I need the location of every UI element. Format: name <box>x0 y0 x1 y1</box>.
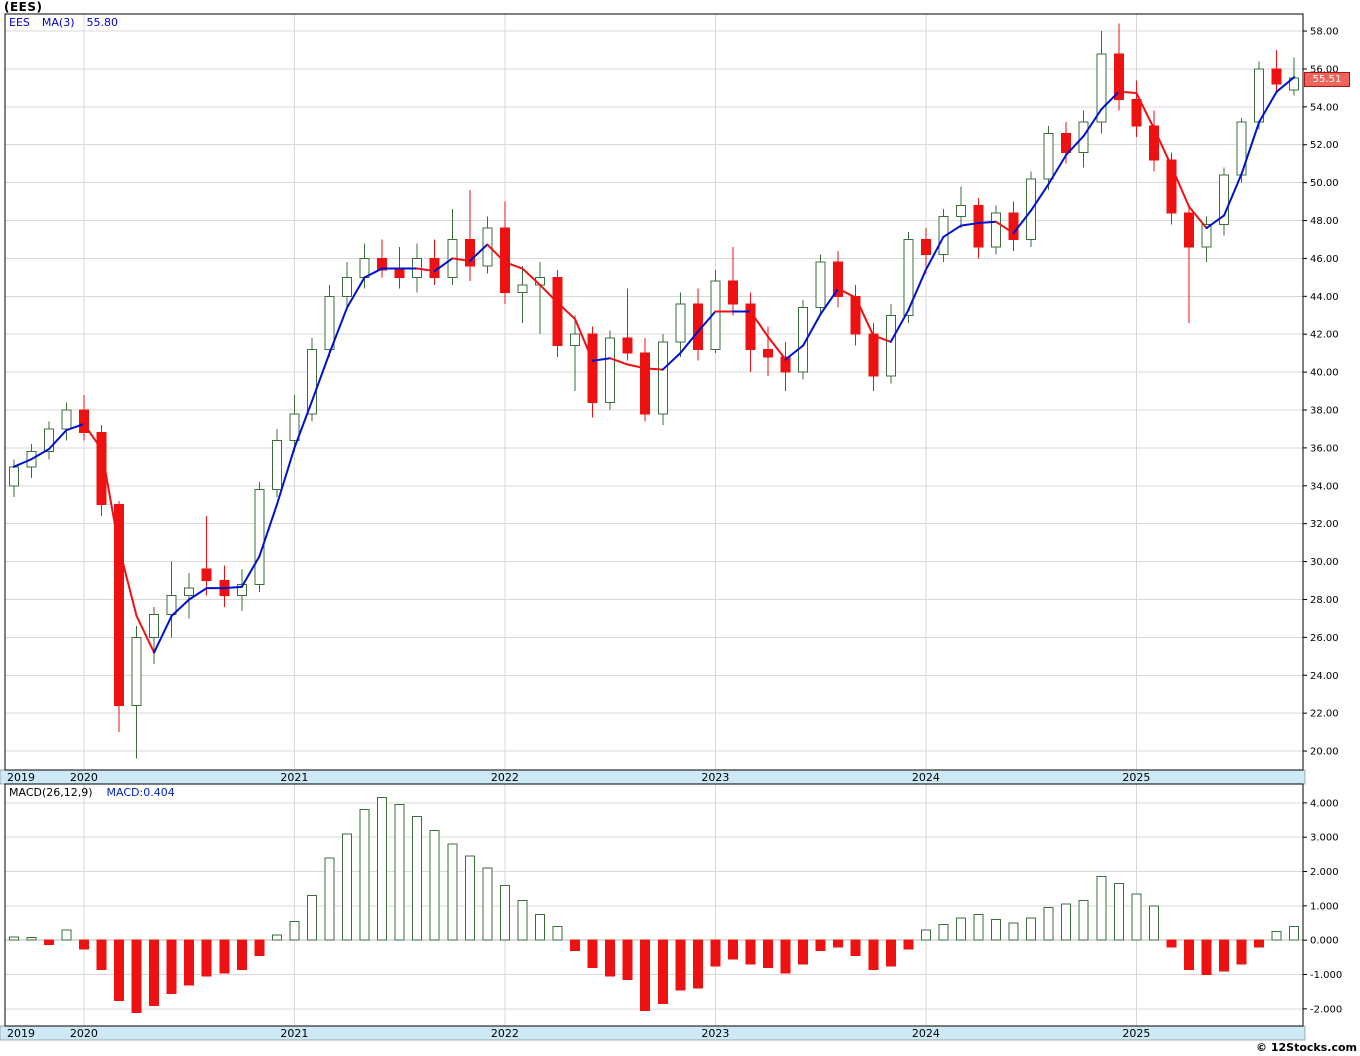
svg-text:42.00: 42.00 <box>1310 330 1339 341</box>
svg-text:26.00: 26.00 <box>1310 633 1339 644</box>
svg-text:2021: 2021 <box>280 771 308 784</box>
svg-text:2020: 2020 <box>70 771 98 784</box>
svg-text:2021: 2021 <box>280 1027 308 1040</box>
svg-text:-1.000: -1.000 <box>1310 970 1342 981</box>
svg-text:1.000: 1.000 <box>1310 901 1339 912</box>
svg-text:48.00: 48.00 <box>1310 216 1339 227</box>
svg-text:38.00: 38.00 <box>1310 406 1339 417</box>
svg-text:2020: 2020 <box>70 1027 98 1040</box>
legend-ma-value: 55.80 <box>86 16 119 29</box>
macd-value-label: MACD:0.404 <box>106 786 175 799</box>
svg-text:2022: 2022 <box>491 771 519 784</box>
svg-text:2024: 2024 <box>912 771 940 784</box>
svg-text:24.00: 24.00 <box>1310 671 1339 682</box>
svg-text:2019: 2019 <box>7 1027 35 1040</box>
svg-text:46.00: 46.00 <box>1310 254 1339 265</box>
last-price-tag: 55.51 <box>1304 72 1350 88</box>
svg-text:22.00: 22.00 <box>1310 709 1339 720</box>
plot-borders <box>4 13 1304 1027</box>
macd-legend: MACD(26,12,9) MACD:0.404 <box>9 786 175 799</box>
svg-text:32.00: 32.00 <box>1310 519 1339 530</box>
main-chart-legend: EES MA(3) 55.80 <box>9 16 130 29</box>
svg-text:52.00: 52.00 <box>1310 140 1339 151</box>
candlesticks <box>8 23 1300 759</box>
legend-ma-label: MA(3) <box>41 16 75 29</box>
svg-text:2019: 2019 <box>7 771 35 784</box>
svg-text:36.00: 36.00 <box>1310 443 1339 454</box>
svg-text:44.00: 44.00 <box>1310 292 1339 303</box>
copyright-footer: © 12Stocks.com <box>1256 1041 1357 1054</box>
svg-text:40.00: 40.00 <box>1310 368 1339 379</box>
svg-text:2.000: 2.000 <box>1310 867 1339 878</box>
macd-histogram <box>8 797 1300 1013</box>
svg-text:56.00: 56.00 <box>1310 64 1339 75</box>
svg-text:30.00: 30.00 <box>1310 557 1339 568</box>
svg-text:3.000: 3.000 <box>1310 833 1339 844</box>
macd-params-label: MACD(26,12,9) <box>9 786 93 799</box>
svg-text:4.000: 4.000 <box>1310 798 1339 809</box>
svg-text:2024: 2024 <box>912 1027 940 1040</box>
svg-text:2023: 2023 <box>701 771 729 784</box>
year-labels: 2019 2019 2020 2020 2021 2021 2022 2022 2023 2023… <box>7 771 1150 1040</box>
svg-text:2025: 2025 <box>1122 1027 1150 1040</box>
svg-text:50.00: 50.00 <box>1310 178 1339 189</box>
svg-text:34.00: 34.00 <box>1310 481 1339 492</box>
legend-symbol: EES <box>9 16 30 29</box>
year-bands <box>0 769 1306 1041</box>
axis-tick-labels: 58.00 56.00 54.00 52.00 50.00 48.00 46.00 44.00… <box>1303 27 1342 1015</box>
chart-title: (EES) <box>4 0 43 14</box>
ma-line <box>12 76 1296 654</box>
svg-text:54.00: 54.00 <box>1310 102 1339 113</box>
svg-text:-2.000: -2.000 <box>1310 1004 1342 1015</box>
svg-text:2022: 2022 <box>491 1027 519 1040</box>
svg-text:2025: 2025 <box>1122 771 1150 784</box>
svg-text:20.00: 20.00 <box>1310 747 1339 758</box>
svg-text:58.00: 58.00 <box>1310 27 1339 38</box>
svg-text:28.00: 28.00 <box>1310 595 1339 606</box>
svg-text:2023: 2023 <box>701 1027 729 1040</box>
gridlines <box>5 14 1303 1026</box>
svg-text:0.000: 0.000 <box>1310 936 1339 947</box>
